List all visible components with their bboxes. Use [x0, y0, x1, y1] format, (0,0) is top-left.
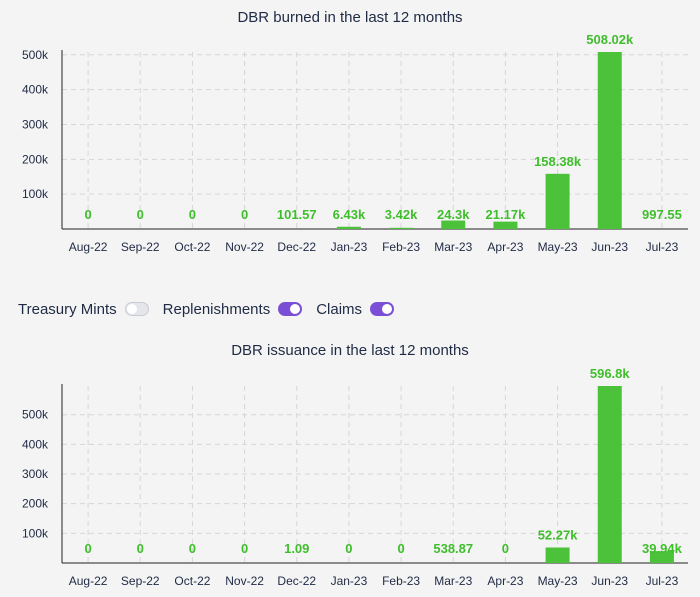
issuance-chart-title: DBR issuance in the last 12 months	[231, 342, 469, 359]
data-label: 158.38k	[534, 154, 582, 169]
data-label: 0	[241, 541, 248, 556]
x-tick-label: Aug-22	[69, 240, 108, 254]
burned-chart: DBR burned in the last 12 months 100k 200…	[0, 0, 700, 270]
x-tick-label: Jul-23	[646, 574, 679, 588]
x-tick-label: Aug-22	[69, 574, 108, 588]
y-tick-label: 100k	[22, 526, 49, 540]
bar	[649, 551, 674, 563]
y-tick-label: 300k	[22, 467, 49, 481]
bar	[597, 52, 622, 229]
data-label: 0	[84, 207, 91, 222]
bar	[545, 173, 570, 229]
x-tick-label: Nov-22	[225, 240, 264, 254]
data-label: 0	[137, 207, 144, 222]
data-label: 101.57	[277, 207, 317, 222]
x-tick-label: Feb-23	[382, 240, 420, 254]
toggle-replenishments-label: Replenishments	[162, 300, 271, 318]
x-tick-label: Oct-22	[174, 240, 210, 254]
data-label: 508.02k	[586, 32, 634, 47]
toggle-treasury-mints[interactable]: Treasury Mints	[18, 301, 149, 318]
y-tick-label: 500k	[22, 48, 49, 62]
x-tick-label: Mar-23	[434, 240, 472, 254]
data-label: 596.8k	[590, 366, 631, 381]
switch-knob	[382, 304, 393, 314]
x-tick-label: Jul-23	[646, 240, 679, 254]
y-tick-label: 200k	[22, 497, 49, 511]
x-tick-label: Jun-23	[591, 240, 628, 254]
x-tick-label: Dec-22	[277, 574, 316, 588]
bar	[441, 220, 466, 229]
y-tick-label: 400k	[22, 83, 49, 97]
x-tick-label: Feb-23	[382, 574, 420, 588]
burned-chart-plot: 100k 200k 300k 400k 500k 0 Aug-22 0 Sep-22 0 Oct-2…	[22, 32, 688, 254]
x-tick-label: Sep-22	[121, 240, 160, 254]
data-label: 0	[84, 541, 91, 556]
data-label: 24.3k	[437, 207, 470, 222]
x-tick-label: Jan-23	[331, 240, 368, 254]
toggle-claims-switch[interactable]	[370, 302, 395, 316]
x-tick-label: Apr-23	[487, 240, 523, 254]
y-tick-label: 300k	[22, 117, 49, 131]
toggle-replenishments-switch[interactable]	[278, 302, 303, 316]
data-label: 0	[502, 541, 509, 556]
x-tick-label: Jun-23	[591, 574, 628, 588]
bar	[389, 227, 414, 229]
issuance-chart-plot: 100k 200k 300k 400k 500k 0 Aug-22 0 Sep-22 0 Oct-2…	[22, 366, 688, 588]
y-tick-label: 100k	[22, 187, 49, 201]
data-label: 997.55	[642, 207, 682, 222]
data-label: 0	[397, 541, 404, 556]
toggle-treasury-mints-label: Treasury Mints	[18, 300, 117, 318]
data-label: 21.17k	[486, 207, 527, 222]
data-label: 1.09	[284, 541, 309, 556]
y-tick-label: 200k	[22, 152, 49, 166]
toggle-claims[interactable]: Claims	[316, 300, 395, 318]
x-tick-label: May-23	[538, 574, 578, 588]
data-label: 538.87	[433, 541, 473, 556]
x-tick-label: Mar-23	[434, 574, 472, 588]
data-label: 6.43k	[333, 207, 366, 222]
toggle-treasury-mints-switch[interactable]	[124, 302, 149, 316]
data-label: 39.94k	[642, 541, 683, 556]
bar	[597, 386, 622, 563]
data-label: 52.27k	[538, 527, 579, 542]
burned-chart-title: DBR burned in the last 12 months	[237, 9, 463, 26]
data-label: 0	[189, 541, 196, 556]
toggle-claims-label: Claims	[316, 300, 363, 318]
switch-knob	[290, 304, 301, 314]
filter-toggles: Treasury Mints Replenishments Claims	[18, 298, 408, 320]
data-label: 0	[345, 541, 352, 556]
x-tick-label: Dec-22	[277, 240, 316, 254]
x-tick-label: Jan-23	[331, 574, 368, 588]
bar	[493, 221, 518, 229]
issuance-chart: DBR issuance in the last 12 months 100k 2…	[0, 332, 700, 597]
switch-knob	[126, 304, 137, 314]
x-tick-label: Sep-22	[121, 574, 160, 588]
data-label: 0	[241, 207, 248, 222]
toggle-replenishments[interactable]: Replenishments	[163, 301, 303, 318]
bar	[545, 547, 570, 563]
y-tick-label: 400k	[22, 437, 49, 451]
data-label: 0	[189, 207, 196, 222]
x-tick-label: May-23	[538, 240, 578, 254]
x-tick-label: Apr-23	[487, 574, 523, 588]
y-tick-label: 500k	[22, 408, 49, 422]
x-tick-label: Oct-22	[174, 574, 210, 588]
data-label: 3.42k	[385, 207, 418, 222]
bar	[336, 226, 361, 229]
x-tick-label: Nov-22	[225, 574, 264, 588]
data-label: 0	[137, 541, 144, 556]
